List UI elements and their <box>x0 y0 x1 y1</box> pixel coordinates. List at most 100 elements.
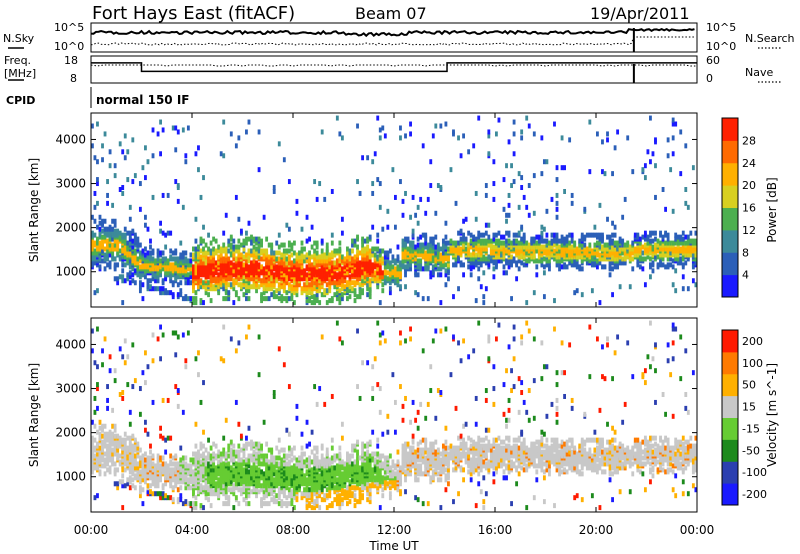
data-cell <box>361 274 364 280</box>
data-cell <box>144 419 147 425</box>
data-cell <box>247 288 251 294</box>
data-cell <box>441 250 445 256</box>
data-cell <box>578 238 582 244</box>
data-cell <box>351 238 354 244</box>
data-cell <box>401 238 405 244</box>
data-cell <box>174 453 178 459</box>
data-cell <box>542 294 546 300</box>
data-cell <box>666 236 670 242</box>
data-cell <box>209 445 213 451</box>
data-cell <box>199 453 203 459</box>
nave-tick-bottom: 0 <box>706 72 713 85</box>
data-cell <box>295 292 299 298</box>
data-cell <box>126 445 130 451</box>
data-cell <box>169 467 173 473</box>
data-cell <box>118 274 122 280</box>
data-cell <box>502 177 506 183</box>
data-cell <box>222 435 226 441</box>
data-cell <box>320 292 324 298</box>
data-cell <box>103 457 107 463</box>
data-cell <box>156 274 160 280</box>
data-cell <box>290 246 294 252</box>
data-cell <box>646 234 650 240</box>
data-cell <box>300 457 304 463</box>
data-cell <box>199 298 203 304</box>
data-cell <box>285 222 289 228</box>
data-cell <box>434 244 438 250</box>
data-cell <box>237 449 241 455</box>
data-cell <box>197 250 200 256</box>
data-cell <box>151 358 155 364</box>
colorbar-tick-label: 24 <box>742 157 756 170</box>
data-cell <box>156 457 160 463</box>
data-cell <box>462 272 465 278</box>
data-cell <box>548 254 551 260</box>
data-cell <box>179 457 183 463</box>
data-cell <box>643 242 647 248</box>
data-cell <box>176 487 180 493</box>
data-cell <box>328 252 332 258</box>
data-cell <box>565 242 569 248</box>
data-cell <box>151 453 155 459</box>
data-cell <box>91 214 94 220</box>
data-cell <box>116 481 120 487</box>
data-cell <box>287 254 291 260</box>
data-cell <box>217 449 221 455</box>
data-cell <box>285 495 289 501</box>
data-cell <box>212 451 216 457</box>
data-cell <box>338 131 342 137</box>
data-cell <box>277 473 281 479</box>
data-cell <box>214 443 218 449</box>
data-cell <box>161 495 165 501</box>
data-cell <box>474 298 478 304</box>
data-cell <box>116 250 120 256</box>
data-cell <box>108 465 112 471</box>
data-cell <box>376 232 380 238</box>
data-cell <box>123 467 127 473</box>
data-cell <box>189 252 193 258</box>
data-cell <box>366 236 370 242</box>
data-cell <box>118 141 122 147</box>
data-cell <box>179 260 183 266</box>
data-cell <box>227 465 231 471</box>
data-cell <box>368 252 372 258</box>
data-cell <box>126 149 130 155</box>
data-cell <box>174 469 178 475</box>
data-cell <box>164 232 168 238</box>
data-cell <box>318 386 322 392</box>
data-cell <box>636 248 640 254</box>
data-cell <box>310 487 314 493</box>
data-cell <box>434 234 438 240</box>
data-cell <box>247 254 251 260</box>
data-cell <box>434 258 438 264</box>
data-cell <box>525 204 529 210</box>
data-cell <box>189 485 193 491</box>
data-cell <box>416 204 420 210</box>
data-cell <box>416 258 420 264</box>
data-cell <box>262 453 266 459</box>
data-cell <box>298 455 301 461</box>
data-cell <box>325 288 329 294</box>
data-cell <box>138 284 142 290</box>
data-cell <box>131 443 135 449</box>
data-cell <box>96 177 99 183</box>
data-cell <box>116 455 120 461</box>
data-cell <box>489 238 493 244</box>
data-cell <box>333 292 337 298</box>
data-cell <box>252 487 256 493</box>
data-cell <box>295 272 299 278</box>
data-cell <box>525 240 529 246</box>
data-cell <box>118 459 122 465</box>
data-cell <box>308 288 311 294</box>
data-cell <box>570 192 574 198</box>
data-cell <box>444 256 448 262</box>
data-cell <box>676 252 680 258</box>
data-cell <box>280 503 284 509</box>
data-cell <box>98 226 102 232</box>
data-cell <box>527 242 531 248</box>
data-cell <box>159 491 162 497</box>
data-cell <box>202 505 205 511</box>
data-cell <box>224 481 228 487</box>
data-cell <box>265 453 269 459</box>
data-cell <box>530 236 534 242</box>
